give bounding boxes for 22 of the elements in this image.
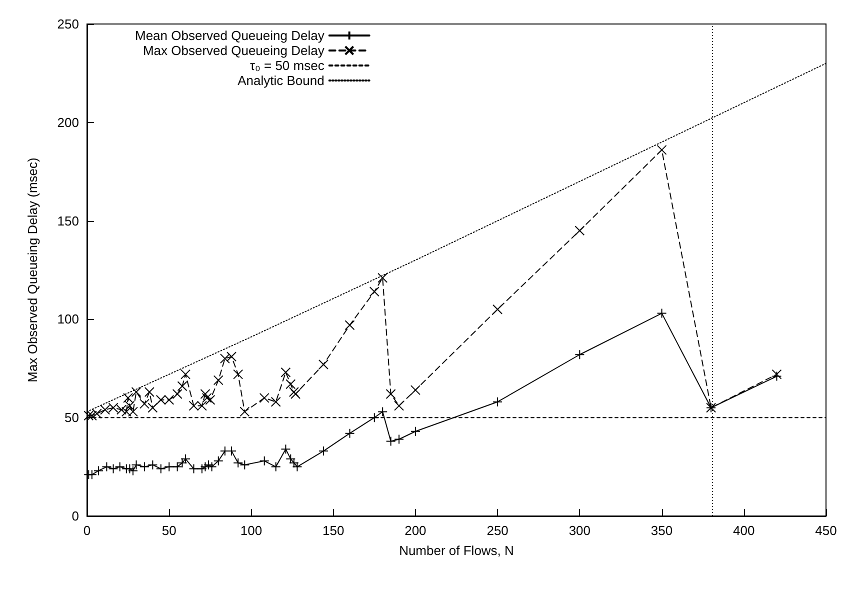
x-axis-title: Number of Flows, N xyxy=(399,543,514,558)
y-tick-label: 200 xyxy=(57,114,79,130)
x-tick-label: 300 xyxy=(568,523,591,538)
x-tick-label: 400 xyxy=(733,523,755,538)
x-tick-label: 0 xyxy=(83,523,91,538)
y-tick-label: 250 xyxy=(57,16,79,32)
x-tick-label: 100 xyxy=(240,523,262,538)
y-tick-label: 50 xyxy=(64,410,79,426)
x-tick-label: 450 xyxy=(815,523,837,538)
y-tick-label: 0 xyxy=(72,508,79,524)
x-tick-label: 350 xyxy=(650,523,673,538)
x-tick-label: 250 xyxy=(486,523,508,538)
x-tick-label: 50 xyxy=(162,523,176,538)
legend-label: Mean Observed Queueing Delay xyxy=(134,28,325,43)
legend-label: Max Observed Queueing Delay xyxy=(142,43,325,58)
y-axis-title: Max Observed Queueing Delay (msec) xyxy=(25,158,40,382)
x-tick-label: 150 xyxy=(322,523,344,538)
legend-label: Analytic Bound xyxy=(238,73,324,88)
legend-label: τ₀ = 50 msec xyxy=(250,58,325,73)
y-tick-label: 150 xyxy=(57,213,79,228)
y-tick-label: 100 xyxy=(57,312,79,327)
x-tick-label: 200 xyxy=(404,523,426,538)
